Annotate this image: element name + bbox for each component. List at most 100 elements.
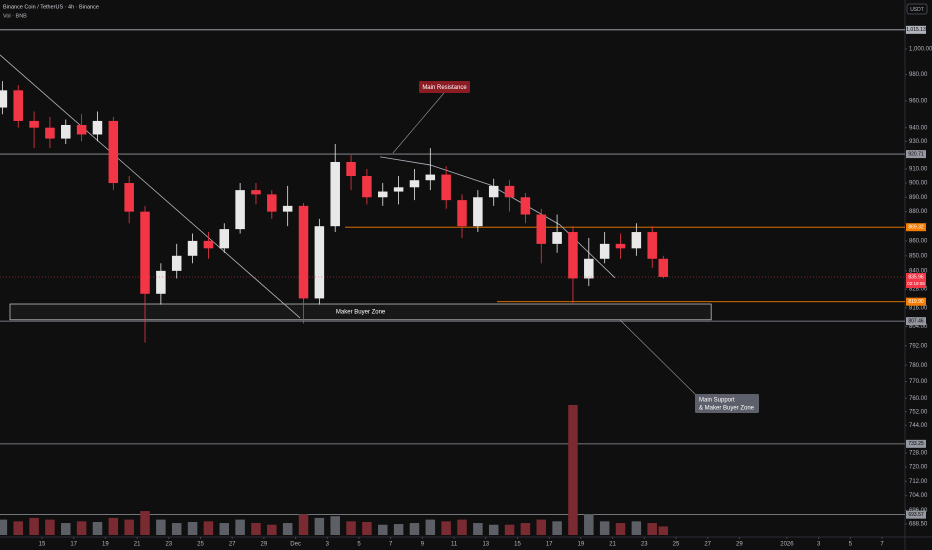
- countdown: 02:19:08: [907, 281, 925, 286]
- level-badge: [906, 223, 926, 232]
- candle-body: [393, 187, 404, 192]
- volume-bar: [568, 405, 578, 535]
- candle-body: [599, 243, 610, 259]
- x-tick-label: 25: [197, 542, 204, 548]
- level-badge: [906, 439, 926, 448]
- candle-body: [615, 243, 626, 249]
- candle-body: [267, 194, 277, 212]
- candle-body: [13, 90, 23, 121]
- candle-body: [76, 124, 87, 135]
- candle-body: [108, 120, 119, 184]
- level-badge: [906, 25, 926, 34]
- buyer-zone: [9, 303, 712, 321]
- y-tick-label: 792.00: [909, 343, 928, 349]
- volume-bar: [61, 523, 71, 535]
- currency-badge[interactable]: [906, 3, 928, 15]
- candle-body: [203, 240, 214, 249]
- level-badge: [906, 150, 926, 159]
- candle-body: [658, 258, 669, 277]
- candle-body: [346, 162, 356, 176]
- x-tick-label: 9: [421, 542, 425, 548]
- volume-bar: [171, 523, 182, 535]
- volume-bar: [457, 519, 467, 535]
- volume-bar: [13, 521, 23, 535]
- y-tick-label: 960.00: [909, 98, 928, 104]
- volume-bar: [235, 519, 245, 535]
- y-tick-label: 780.00: [909, 363, 928, 369]
- volume-bar: [599, 521, 610, 535]
- x-tick-label: 27: [229, 542, 236, 548]
- candle-body: [552, 232, 562, 244]
- volume-bar: [314, 517, 325, 535]
- x-tick-label: Dec: [290, 542, 301, 548]
- candle-body: [631, 232, 642, 249]
- level-label: 920.71: [908, 151, 924, 157]
- candle-body: [124, 183, 134, 212]
- x-tick-label: 21: [134, 542, 141, 548]
- x-tick-label: 25: [673, 542, 680, 548]
- plot: Maker Buyer Zone: [0, 29, 907, 539]
- volume-bar: [362, 522, 372, 535]
- callout-line: [619, 319, 698, 397]
- candle-body: [29, 120, 39, 128]
- x-tick-label: 3: [817, 542, 821, 548]
- volume-bar: [45, 519, 55, 535]
- volume-bar: [251, 523, 261, 535]
- candle-body: [520, 197, 531, 215]
- callout-text: Main Support: [699, 398, 735, 404]
- volume-bar: [473, 523, 483, 535]
- candle-body: [473, 197, 483, 227]
- y-tick-label: 850.00: [909, 253, 928, 259]
- last-price-label: 835.96: [908, 274, 924, 280]
- y-tick-label: 728.00: [909, 451, 928, 457]
- x-tick-label: 17: [546, 542, 553, 548]
- y-tick-label: 840.00: [909, 268, 928, 274]
- candle-body: [219, 229, 230, 249]
- level-badge: [906, 297, 926, 306]
- volume-bar: [615, 523, 626, 535]
- level-label: 1,015.13: [906, 27, 926, 33]
- callout-line: [392, 92, 445, 154]
- y-tick-label: 804.00: [909, 324, 928, 330]
- candle-body: [441, 174, 451, 201]
- y-tick-label: 860.00: [909, 238, 928, 244]
- candle-body: [187, 240, 198, 256]
- level-label: 807.46: [908, 318, 924, 324]
- candle-body: [330, 162, 340, 227]
- candle-body: [584, 258, 594, 279]
- candle-body: [647, 232, 657, 259]
- candle-body: [45, 127, 55, 139]
- volume-bar: [140, 511, 150, 535]
- candle-body: [171, 255, 182, 271]
- candle-body: [488, 185, 499, 198]
- currency[interactable]: USDT: [910, 7, 924, 13]
- x-tick-label: 23: [165, 542, 172, 548]
- level-label: 733.25: [908, 441, 924, 447]
- level-label: 819.90: [908, 299, 924, 305]
- volume-bar: [203, 521, 214, 535]
- volume-bar: [378, 524, 388, 535]
- candle-body: [457, 200, 467, 227]
- x-tick-label: 7: [389, 542, 393, 548]
- callout-box: [419, 81, 470, 93]
- callout-box: [695, 394, 759, 413]
- volume-bar: [267, 524, 277, 535]
- volume-bar: [441, 521, 451, 535]
- candle-body: [140, 211, 150, 294]
- chart-title: Binance Coin / TetherUS · 4h · Binance: [3, 4, 99, 10]
- volume-label: Vol · BNB: [3, 13, 27, 19]
- x-tick-label: 3: [326, 542, 330, 548]
- volume-bar: [108, 517, 119, 535]
- callout-text: & Maker Buyer Zone: [699, 406, 755, 412]
- x-tick-label: 15: [514, 542, 521, 548]
- y-tick-label: 880.00: [909, 209, 928, 215]
- y-tick-label: 752.00: [909, 409, 928, 415]
- volume-bar: [425, 519, 436, 535]
- volume-bar: [409, 523, 420, 535]
- y-tick-label: 910.00: [909, 167, 928, 173]
- volume-bar: [0, 519, 8, 535]
- x-tick-label: 21: [609, 542, 616, 548]
- zone-label: Maker Buyer Zone: [336, 309, 386, 315]
- candle-body: [504, 185, 515, 198]
